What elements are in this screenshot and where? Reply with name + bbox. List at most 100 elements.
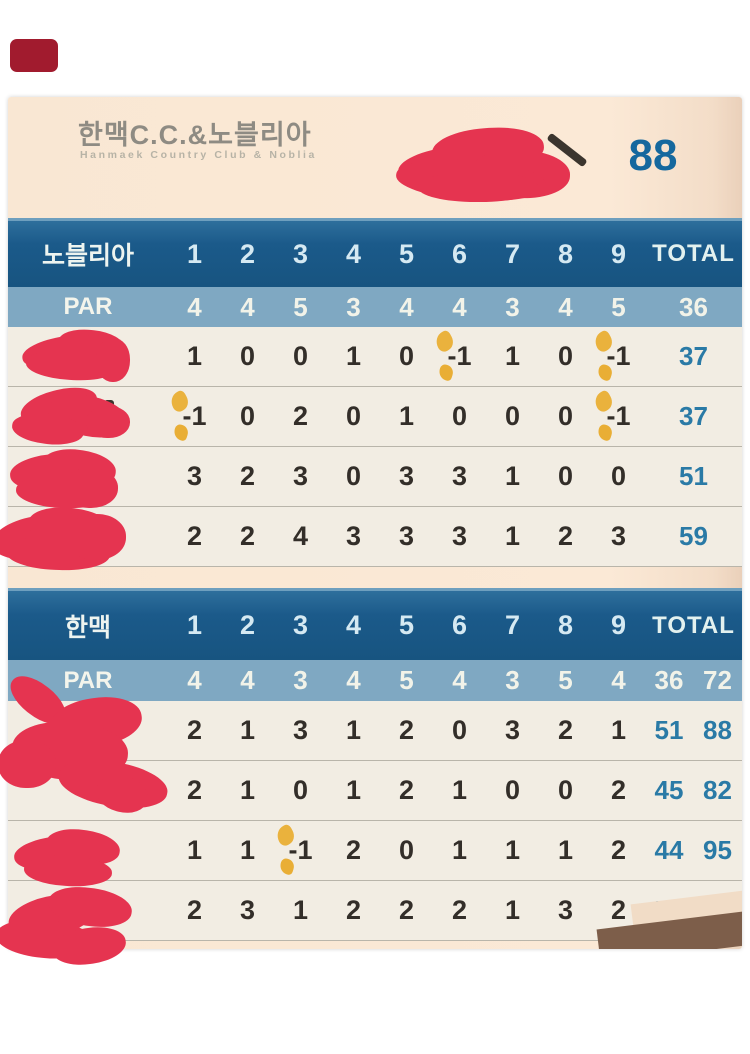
par-cell: 5 — [293, 291, 308, 322]
hole-header-cell: 8 — [557, 610, 574, 640]
hole-header-cell: 8 — [557, 238, 574, 269]
score-cell: 1 — [504, 461, 521, 491]
par-cell: 4 — [346, 665, 361, 695]
par-total-cell: 36 — [654, 665, 684, 695]
par-label-cell: PAR — [63, 666, 113, 694]
score-cell: 2 — [345, 895, 362, 925]
score-cell: 0 — [292, 775, 309, 805]
score-cell: 0 — [557, 461, 574, 491]
par-cell: 4 — [240, 665, 255, 695]
score-cell: 0 — [557, 341, 574, 371]
score-cell: 3 — [398, 521, 415, 551]
score-cell: 3 — [451, 521, 468, 551]
score-cell: 0 — [610, 461, 627, 491]
score-cell: 0 — [451, 401, 468, 431]
hole-header-cell: 3 — [292, 238, 309, 269]
score-cell: 2 — [610, 895, 627, 925]
par-row: PAR 4 4 3 4 5 4 3 5 4 36 72 — [8, 660, 742, 701]
total-header-cell: TOTAL — [652, 240, 735, 267]
hole-header-cell: 6 — [451, 238, 468, 269]
par-cell: 5 — [558, 665, 573, 695]
score-cell: 1 — [504, 521, 521, 551]
hanmaek-score-table: 한맥 1 2 3 4 5 6 7 8 9 TOTAL PAR 4 4 3 4 5… — [8, 588, 742, 941]
score-cell: 2 — [186, 775, 203, 805]
hole-header-cell: 5 — [398, 238, 415, 269]
score-cell: 1 — [239, 775, 256, 805]
score-cell: 2 — [186, 521, 203, 551]
par-cell: 4 — [187, 291, 202, 322]
score-cell: 1 — [451, 775, 468, 805]
birdie-icon: -1 — [447, 341, 472, 371]
score-cell: 1 — [504, 895, 521, 925]
hole-header-cell: 3 — [292, 610, 309, 640]
par-cell: 3 — [505, 291, 520, 322]
par-cell: 4 — [611, 665, 626, 695]
score-cell: 3 — [451, 461, 468, 491]
hole-header-cell: 9 — [610, 238, 627, 269]
scorecard: 한맥C.C.&노블리아 Hanmaek Country Club & Nobli… — [8, 97, 742, 949]
score-cell: 0 — [504, 775, 521, 805]
score-cell: 3 — [292, 461, 309, 491]
total-cell: 37 — [679, 401, 708, 431]
score-cell: 0 — [345, 401, 362, 431]
hole-header-cell: 4 — [345, 610, 362, 640]
score-cell: 3 — [557, 895, 574, 925]
score-cell: 2 — [239, 461, 256, 491]
hole-header-cell: 7 — [504, 238, 521, 269]
score-cell: -1 — [168, 401, 221, 432]
score-cell: 1 — [398, 401, 415, 431]
score-cell: 1 — [557, 835, 574, 865]
player-row: 3 2 3 0 3 3 1 0 0 51 — [8, 447, 742, 507]
hole-header-cell: 9 — [610, 610, 627, 640]
score-cell: 0 — [557, 401, 574, 431]
score-cell: 0 — [239, 341, 256, 371]
score-cell: 3 — [186, 461, 203, 491]
score-cell: 3 — [610, 521, 627, 551]
score-cell: 2 — [186, 895, 203, 925]
score-cell: 0 — [292, 341, 309, 371]
score-cell: 1 — [345, 715, 362, 745]
player-row: 1 1 -1 2 0 1 1 1 2 44 95 — [8, 821, 742, 881]
score-cell: 3 — [398, 461, 415, 491]
hole-header-cell: 1 — [186, 238, 203, 269]
score-cell: 3 — [345, 521, 362, 551]
birdie-icon: -1 — [606, 401, 631, 431]
score-cell: 0 — [239, 401, 256, 431]
score-cell: 1 — [239, 835, 256, 865]
score-cell: 4 — [292, 521, 309, 551]
score-cell: 2 — [398, 775, 415, 805]
total-cell: 51 — [679, 461, 708, 491]
score-cell: 2 — [398, 715, 415, 745]
score-cell: 0 — [398, 835, 415, 865]
player-row: 1 0 0 1 0 -1 1 0 -1 37 — [8, 327, 742, 387]
par-row: PAR 4 4 5 3 4 4 3 4 5 36 — [8, 287, 742, 327]
subtotal-cell: 51 — [654, 715, 684, 745]
par-cell: 4 — [452, 665, 467, 695]
table-header-row: 노블리아 1 2 3 4 5 6 7 8 9 TOTAL — [8, 218, 742, 287]
total-cell: 37 — [679, 341, 708, 371]
table-header-row: 한맥 1 2 3 4 5 6 7 8 9 TOTAL — [8, 588, 742, 660]
score-cell: 1 — [186, 835, 203, 865]
score-cell: 2 — [610, 775, 627, 805]
player-row: -1 0 2 0 1 0 0 0 -1 37 — [8, 387, 742, 447]
course-name-cell: 노블리아 — [41, 242, 134, 270]
score-cell: 1 — [610, 715, 627, 745]
score-cell: 2 — [186, 715, 203, 745]
score-cell: 2 — [557, 715, 574, 745]
birdie-icon: -1 — [182, 401, 207, 431]
club-logo-subtitle: Hanmaek Country Club & Noblia — [80, 149, 318, 161]
player-row: 2 1 0 1 2 1 0 0 2 45 82 — [8, 761, 742, 821]
club-logo-title: 한맥C.C.&노블리아 — [78, 120, 312, 150]
subtotal-cell: 44 — [654, 835, 684, 865]
score-cell: -1 — [433, 341, 486, 372]
score-cell: 2 — [345, 835, 362, 865]
score-cell: 2 — [610, 835, 627, 865]
score-cell: 3 — [239, 895, 256, 925]
birdie-icon: -1 — [606, 341, 631, 371]
player-row: 2 1 3 1 2 0 3 2 1 51 88 — [8, 701, 742, 761]
grand-total-cell: 82 — [703, 775, 732, 805]
round-total-score: 88 — [628, 131, 678, 180]
player-row: 2 2 4 3 3 3 1 2 3 59 — [8, 507, 742, 567]
score-cell: 1 — [186, 341, 203, 371]
score-cell: 0 — [557, 775, 574, 805]
